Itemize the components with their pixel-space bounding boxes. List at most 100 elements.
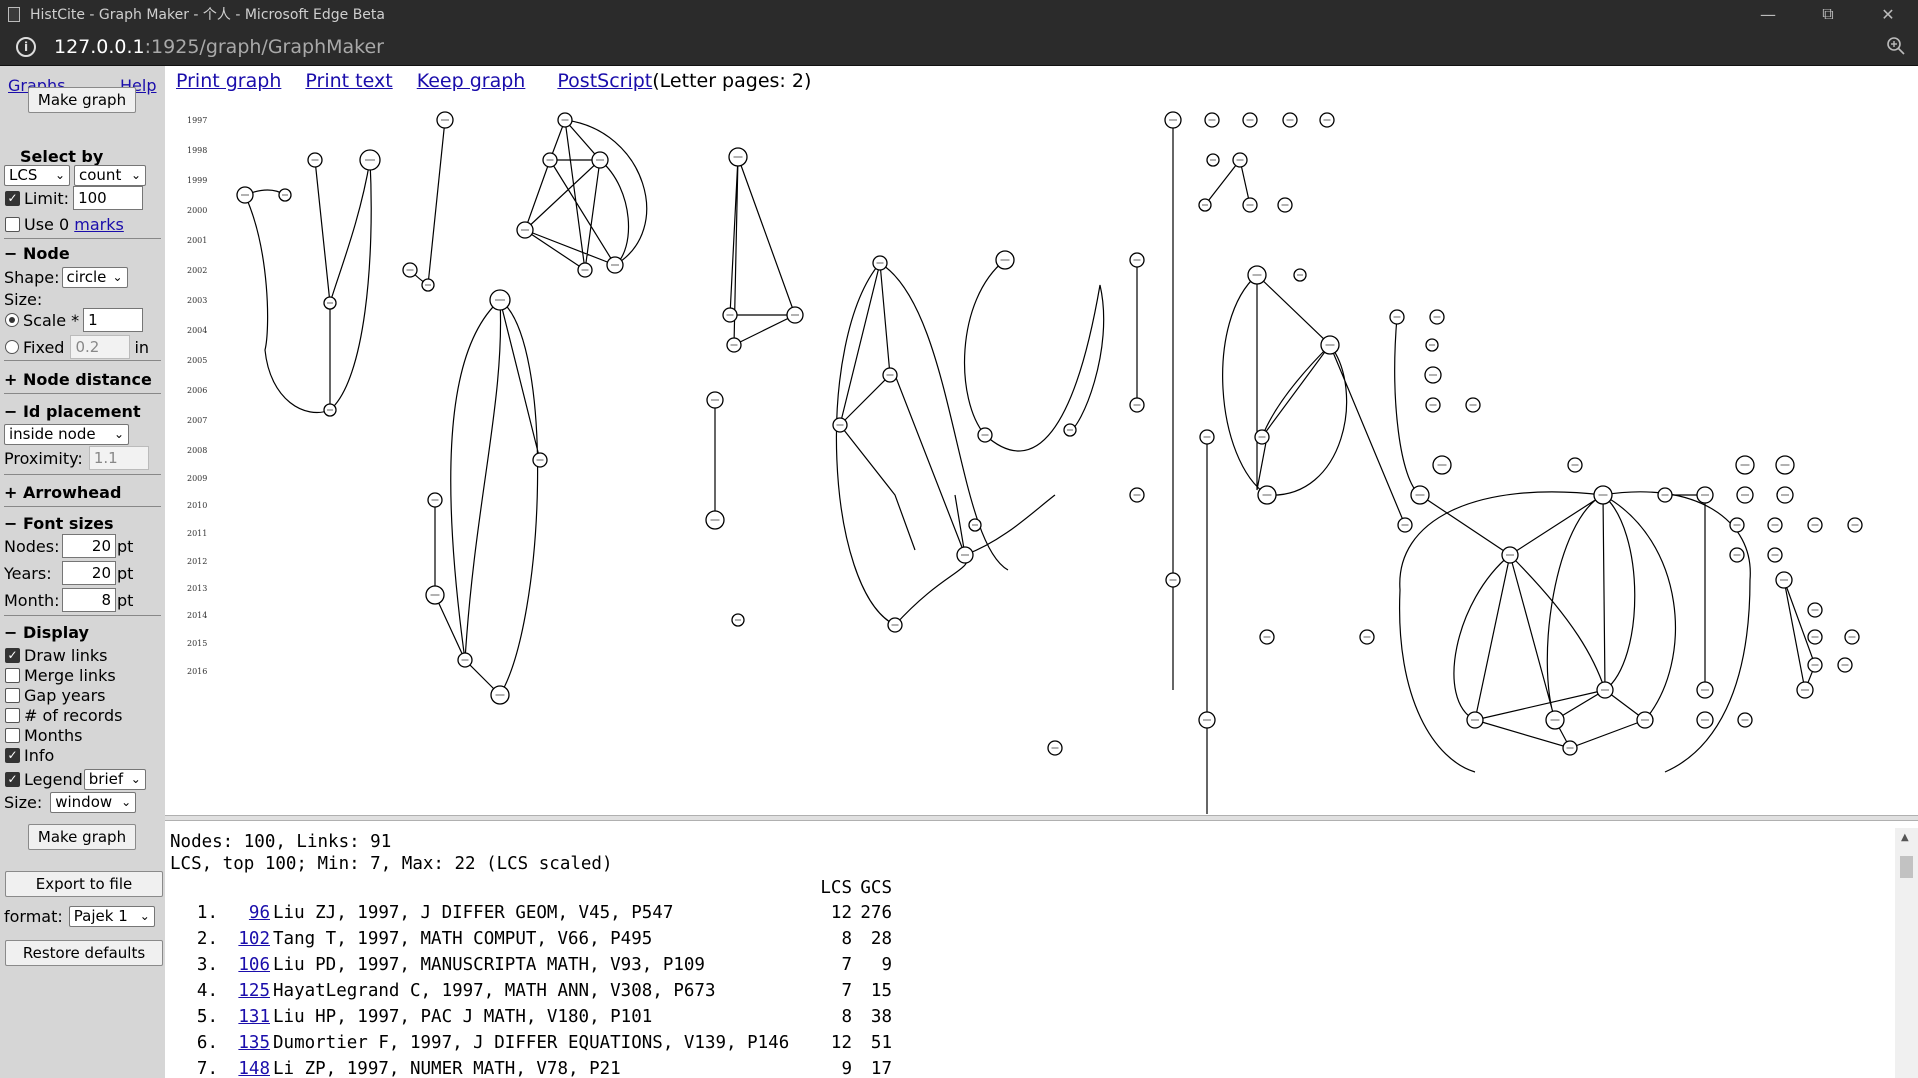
select-order-dropdown[interactable]: count ⌄ (74, 164, 146, 186)
use-marks-checkbox[interactable] (5, 216, 20, 232)
arrowhead-toggle[interactable]: + Arrowhead (4, 483, 122, 502)
display-option[interactable]: Gap years (0, 684, 105, 706)
format-dropdown[interactable]: Pajek 1 ⌄ (68, 905, 155, 927)
pane-splitter[interactable] (165, 815, 1918, 821)
display-option-label: Months (24, 725, 83, 745)
display-option-label: Gap years (24, 685, 106, 705)
records-list: 1. 96 Liu ZJ, 1997, J DIFFER GEOM, V45, P5… (170, 900, 1895, 1078)
node-distance-toggle[interactable]: + Node distance (4, 370, 152, 389)
fixed-input[interactable]: 0.2 (70, 335, 131, 359)
record-row: 1. 96 Liu ZJ, 1997, J DIFFER GEOM, V45, P5… (170, 900, 1895, 926)
record-index: 5. (196, 1007, 218, 1027)
export-button[interactable]: Export to file (5, 871, 163, 897)
display-option[interactable]: ✓ Draw links (0, 644, 108, 666)
use-marks-label: Use 0 (24, 214, 70, 234)
display-option[interactable]: ✓ Info (0, 744, 54, 766)
restore-defaults-button[interactable]: Restore defaults (5, 940, 163, 966)
fixed-label: Fixed (23, 337, 65, 357)
nodes-font-input[interactable]: 20 (62, 534, 116, 558)
year-label: 2007 (187, 416, 207, 425)
display-toggle[interactable]: − Display (4, 623, 89, 642)
record-lcs: 7 (841, 981, 852, 1001)
select-by-label: Select by (20, 146, 104, 166)
display-option-checkbox[interactable] (5, 707, 20, 723)
display-option-checkbox[interactable] (5, 667, 20, 683)
record-id-link[interactable]: 96 (248, 903, 270, 923)
keep-graph-link[interactable]: Keep graph (416, 70, 526, 92)
display-option-label: Info (24, 745, 55, 765)
record-gcs: 28 (870, 929, 892, 949)
display-option-label: Merge links (24, 665, 116, 685)
month-font-input[interactable]: 8 (62, 588, 116, 612)
vertical-scrollbar[interactable]: ▲ (1895, 828, 1918, 1078)
record-id-link[interactable]: 135 (238, 1033, 270, 1053)
scroll-up-icon[interactable]: ▲ (1901, 832, 1909, 843)
record-citation: Dumortier F, 1997, J DIFFER EQUATIONS, V… (273, 1033, 790, 1053)
chevron-down-icon: ⌄ (112, 269, 123, 284)
placement-dropdown[interactable]: inside node ⌄ (4, 423, 129, 445)
record-index: 2. (196, 929, 218, 949)
print-graph-link[interactable]: Print graph (176, 70, 282, 92)
record-citation: Liu HP, 1997, PAC J MATH, V180, P101 (273, 1007, 653, 1027)
citation-graph[interactable]: 1997 1998 1999 2000 2001 2002 2003 2004 2005 2006… (175, 100, 1918, 814)
years-font-input[interactable]: 20 (62, 561, 116, 585)
print-text-link[interactable]: Print text (305, 70, 393, 92)
legend-dropdown[interactable]: brief ⌄ (83, 768, 146, 790)
make-graph-button-bottom[interactable]: Make graph (28, 824, 136, 850)
url-host: 127.0.0.1 (54, 35, 145, 58)
scroll-thumb[interactable] (1900, 856, 1913, 878)
gcs-column-header: GCS (860, 878, 892, 898)
display-option[interactable]: Months (0, 724, 82, 746)
fixed-radio[interactable] (5, 340, 19, 354)
chevron-down-icon: ⌄ (121, 794, 132, 809)
record-citation: HayatLegrand C, 1997, MATH ANN, V308, P6… (273, 981, 716, 1001)
address-bar[interactable]: i 127.0.0.1:1925/graph/GraphMaker (0, 28, 1918, 66)
zoom-icon[interactable] (1886, 36, 1906, 56)
record-gcs: 9 (881, 955, 892, 975)
make-graph-button[interactable]: Make graph (28, 87, 136, 113)
display-option[interactable]: # of records (0, 704, 122, 726)
scale-input[interactable]: 1 (83, 308, 144, 332)
record-row: 7. 148 Li ZP, 1997, NUMER MATH, V78, P21 9 1… (170, 1056, 1895, 1078)
site-info-icon[interactable]: i (16, 36, 36, 57)
year-label: 2004 (187, 326, 207, 335)
year-label: 2006 (187, 386, 207, 395)
shape-dropdown[interactable]: circle ⌄ (61, 266, 128, 288)
display-option[interactable]: Merge links (0, 664, 116, 686)
format-value: Pajek 1 (73, 907, 128, 925)
record-index: 1. (196, 903, 218, 923)
record-gcs: 38 (870, 1007, 892, 1027)
year-axis: 1997 1998 1999 2000 2001 2002 2003 2004 2005 2006… (187, 116, 207, 676)
record-id-link[interactable]: 106 (238, 955, 270, 975)
display-option-checkbox[interactable]: ✓ (5, 747, 20, 763)
record-id-link[interactable]: 125 (238, 981, 270, 1001)
year-label: 1997 (187, 116, 207, 125)
select-metric-dropdown[interactable]: LCS ⌄ (4, 164, 70, 186)
display-option-checkbox[interactable] (5, 687, 20, 703)
legend-checkbox[interactable]: ✓ (5, 771, 20, 787)
postscript-link[interactable]: PostScript (557, 70, 653, 92)
size-dropdown[interactable]: window ⌄ (50, 791, 137, 813)
year-label: 1999 (187, 176, 207, 185)
marks-link[interactable]: marks (74, 214, 124, 234)
graph-nodes (236, 111, 1863, 756)
id-placement-toggle[interactable]: − Id placement (4, 402, 141, 421)
minimize-icon[interactable]: — (1760, 4, 1776, 24)
year-label: 2015 (187, 639, 207, 648)
record-id-link[interactable]: 148 (238, 1059, 270, 1078)
record-id-link[interactable]: 102 (238, 929, 270, 949)
restore-icon[interactable]: ⧉ (1822, 4, 1834, 23)
node-section-toggle[interactable]: − Node (4, 244, 70, 263)
url-path: :1925/graph/GraphMaker (144, 35, 384, 58)
display-option-checkbox[interactable] (5, 727, 20, 743)
proximity-input[interactable]: 1.1 (88, 446, 149, 470)
font-sizes-toggle[interactable]: − Font sizes (4, 514, 114, 533)
close-icon[interactable]: ✕ (1881, 4, 1895, 24)
scale-radio[interactable] (5, 313, 19, 327)
record-id-link[interactable]: 131 (238, 1007, 270, 1027)
info-summary: Nodes: 100, Links: 91 (170, 832, 392, 852)
display-option-checkbox[interactable]: ✓ (5, 647, 20, 663)
limit-input[interactable]: 100 (73, 186, 144, 210)
limit-checkbox[interactable]: ✓ (5, 190, 20, 206)
divider (4, 615, 161, 616)
